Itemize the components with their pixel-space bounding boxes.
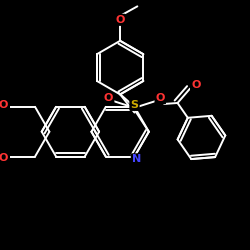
Text: O: O — [116, 15, 125, 25]
Text: O: O — [116, 15, 125, 25]
Text: O: O — [156, 93, 165, 103]
Text: O: O — [0, 100, 8, 110]
Text: O: O — [191, 80, 200, 90]
Text: N: N — [132, 154, 141, 164]
Text: O: O — [0, 154, 8, 164]
Text: S: S — [130, 100, 138, 110]
Text: N: N — [132, 154, 141, 164]
Text: O: O — [191, 80, 200, 90]
Text: S: S — [130, 100, 138, 110]
Text: O: O — [0, 154, 8, 164]
Text: O: O — [0, 100, 8, 110]
Text: O: O — [104, 93, 113, 103]
Text: O: O — [104, 93, 113, 103]
Text: O: O — [156, 93, 165, 103]
